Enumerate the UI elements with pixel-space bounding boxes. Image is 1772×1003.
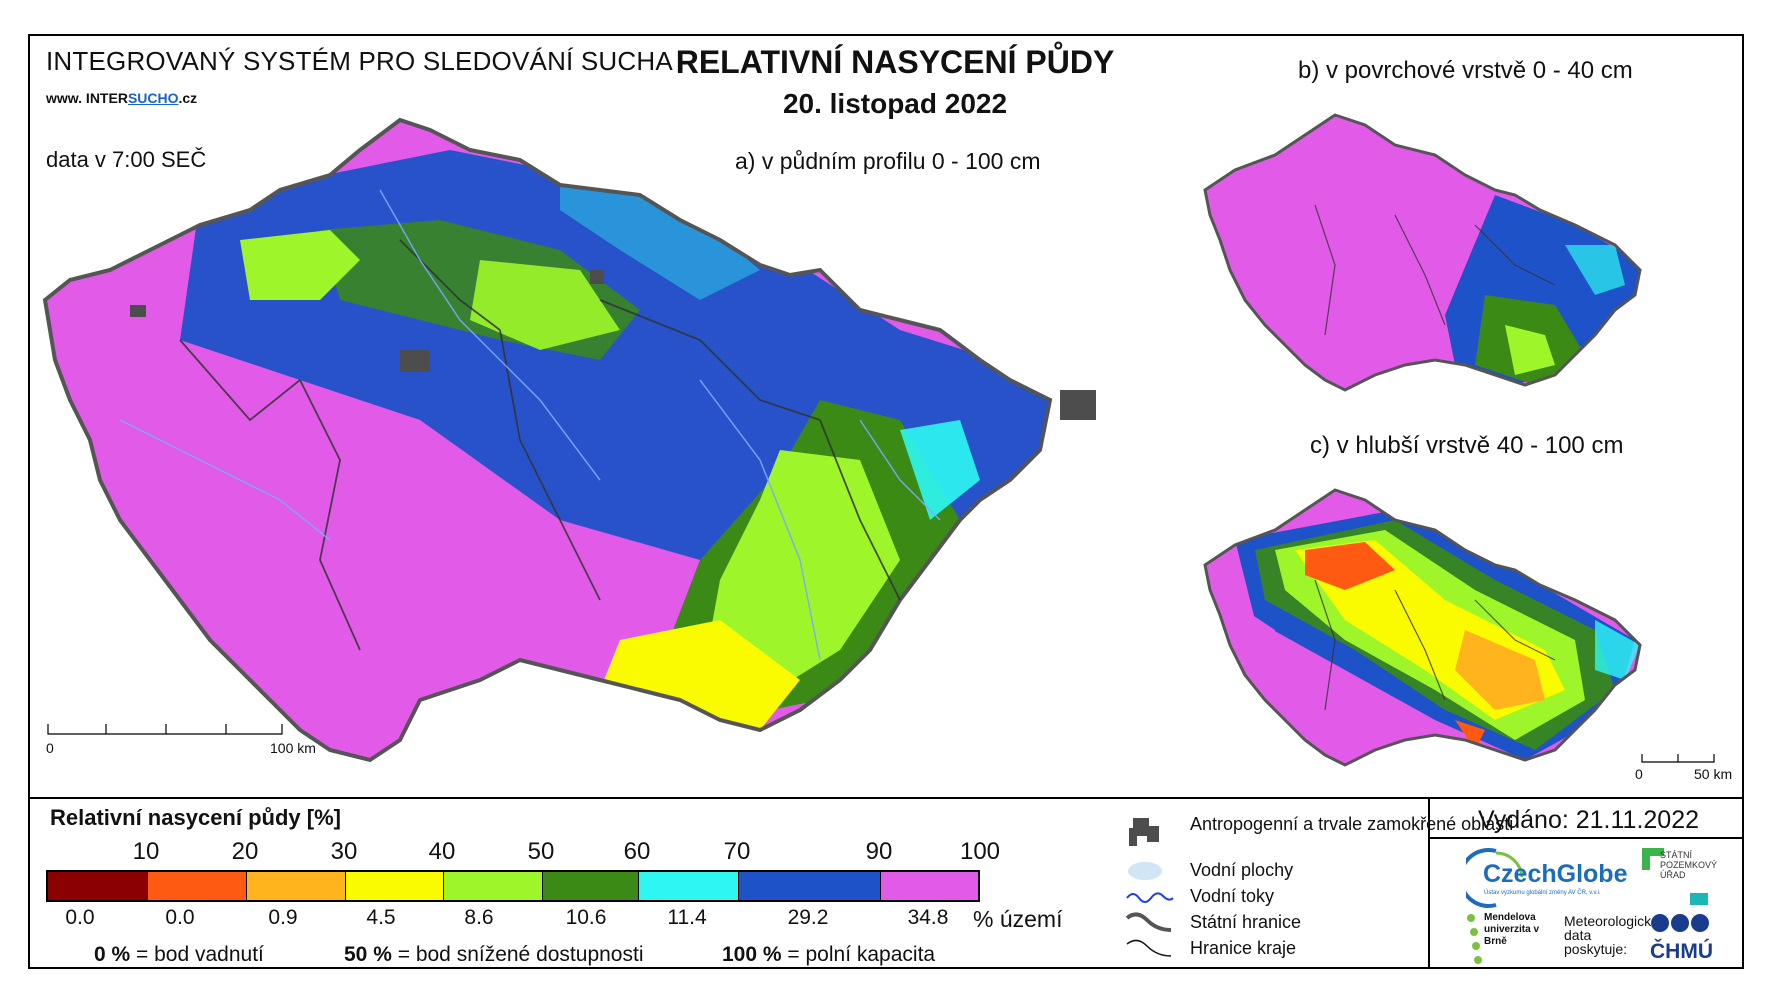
legend-swatch [346, 872, 444, 900]
legend-note-text: = bod snížené dostupnosti [397, 943, 644, 966]
legend-tick: 90 [865, 838, 893, 865]
legend-percentage: 8.6 [464, 906, 494, 929]
legend-note-text: = polní kapacita [787, 943, 936, 966]
urban-area-label: Antropogenní a trvale zamokřené oblasti [1190, 814, 1514, 834]
legend-tick: 60 [623, 838, 651, 865]
website-link[interactable]: www. INTERSUCHO.cz [46, 90, 197, 106]
legend-note-text: = bod vadnutí [136, 943, 264, 966]
scale-small-end: 50 km [1694, 766, 1733, 782]
scale-main-end: 100 km [270, 740, 316, 756]
czechglobe-logo [1466, 848, 1524, 908]
website-highlight: SUCHO [127, 90, 179, 106]
legend-swatch [881, 872, 978, 900]
legend-note-reduced: 50 % = bod snížené dostupnosti [344, 943, 643, 967]
legend-swatch [739, 872, 881, 900]
website-prefix: www. INTER [46, 90, 128, 106]
footer-divider [1428, 797, 1430, 969]
scale-bar-main [47, 724, 283, 735]
water-body-icon [1128, 862, 1162, 880]
river-icon [1126, 892, 1174, 903]
legend-note-capacity: 100 % = polní kapacita [722, 943, 935, 967]
legend-tick: 40 [428, 838, 456, 865]
state-border-icon [1125, 912, 1172, 932]
map-a-label: a) v půdním profilu 0 - 100 cm [735, 148, 1041, 174]
map-c-label: c) v hlubší vrstvě 40 - 100 cm [1310, 432, 1624, 459]
legend-swatch [444, 872, 543, 900]
legend-title: Relativní nasycení půdy [%] [50, 805, 341, 830]
legend-tick: 30 [330, 838, 358, 865]
legend-color-bar [46, 870, 980, 902]
state-border-label: Státní hranice [1190, 912, 1302, 932]
chmu-logo-icon [1651, 914, 1709, 932]
map-c [1203, 488, 1642, 767]
legend-percentage: 0.0 [165, 906, 195, 929]
legend-note-wilting: 0 % = bod vadnutí [94, 943, 264, 967]
map-b-label: b) v povrchové vrstvě 0 - 40 cm [1298, 57, 1633, 84]
scale-small-start: 0 [1635, 766, 1643, 782]
spu-logo [1642, 848, 1664, 870]
legend-tick: 50 [527, 838, 555, 865]
mendelu-name: Mendelova univerzita v Brně [1484, 912, 1540, 947]
legend-note-value: 100 % [722, 943, 782, 966]
map-date: 20. listopad 2022 [782, 88, 1008, 119]
legend-tick: 100 [959, 838, 1001, 865]
czechglobe-subtitle: Ústav výzkumu globální změny AV ČR, v.v.… [1484, 890, 1601, 896]
legend-tick: 20 [231, 838, 259, 865]
legend-percentage: 29.2 [787, 906, 829, 929]
legend-percentage: 0.9 [268, 906, 298, 929]
legend-swatch [543, 872, 639, 900]
legend-tick: 10 [132, 838, 160, 865]
legend-swatch [148, 872, 247, 900]
issued-date: Vydáno: 21.11.2022 [1478, 806, 1700, 834]
czechglobe-name: CzechGlobe [1483, 860, 1628, 888]
map-frame [28, 34, 1744, 969]
legend-percentage: 0.0 [65, 906, 95, 929]
water-body-label: Vodní plochy [1190, 860, 1294, 880]
map-b [1203, 113, 1642, 392]
legend-percent-unit: % území [973, 906, 1063, 932]
legend-swatch [48, 872, 148, 900]
system-title: INTEGROVANÝ SYSTÉM PRO SLEDOVÁNÍ SUCHA [46, 46, 673, 76]
legend-percentage: 4.5 [366, 906, 396, 929]
legend-percentage: 11.4 [667, 906, 707, 929]
region-border-label: Hranice kraje [1190, 938, 1297, 958]
issued-divider [1428, 837, 1744, 839]
mendelu-dots-icon [1467, 914, 1482, 964]
river-label: Vodní toky [1190, 886, 1275, 906]
meteo-label: Meteorologická data poskytuje: [1564, 913, 1659, 957]
legend-note-value: 50 % [344, 943, 392, 966]
data-time: data v 7:00 SEČ [46, 147, 207, 172]
legend-note-value: 0 % [94, 943, 131, 966]
legend-divider [28, 797, 1744, 799]
legend-percentage: 34.8 [907, 906, 949, 929]
page-title: RELATIVNÍ NASYCENÍ PŮDY [675, 44, 1115, 80]
legend-swatch [247, 872, 346, 900]
spu-mark-icon [1690, 893, 1708, 905]
region-border-icon [1126, 939, 1172, 957]
main-map [42, 117, 1096, 763]
scale-main-start: 0 [46, 740, 54, 756]
legend-swatch [639, 872, 739, 900]
chmu-name: ČHMÚ [1650, 940, 1713, 963]
spu-name: STÁTNÍ POZEMKOVÝ ÚŘAD [1660, 850, 1718, 880]
website-suffix: .cz [178, 90, 198, 106]
legend-tick: 70 [723, 838, 751, 865]
legend-percentage: 10.6 [565, 906, 607, 929]
urban-area-icon [1129, 818, 1159, 846]
scale-bar-small [1641, 754, 1715, 763]
